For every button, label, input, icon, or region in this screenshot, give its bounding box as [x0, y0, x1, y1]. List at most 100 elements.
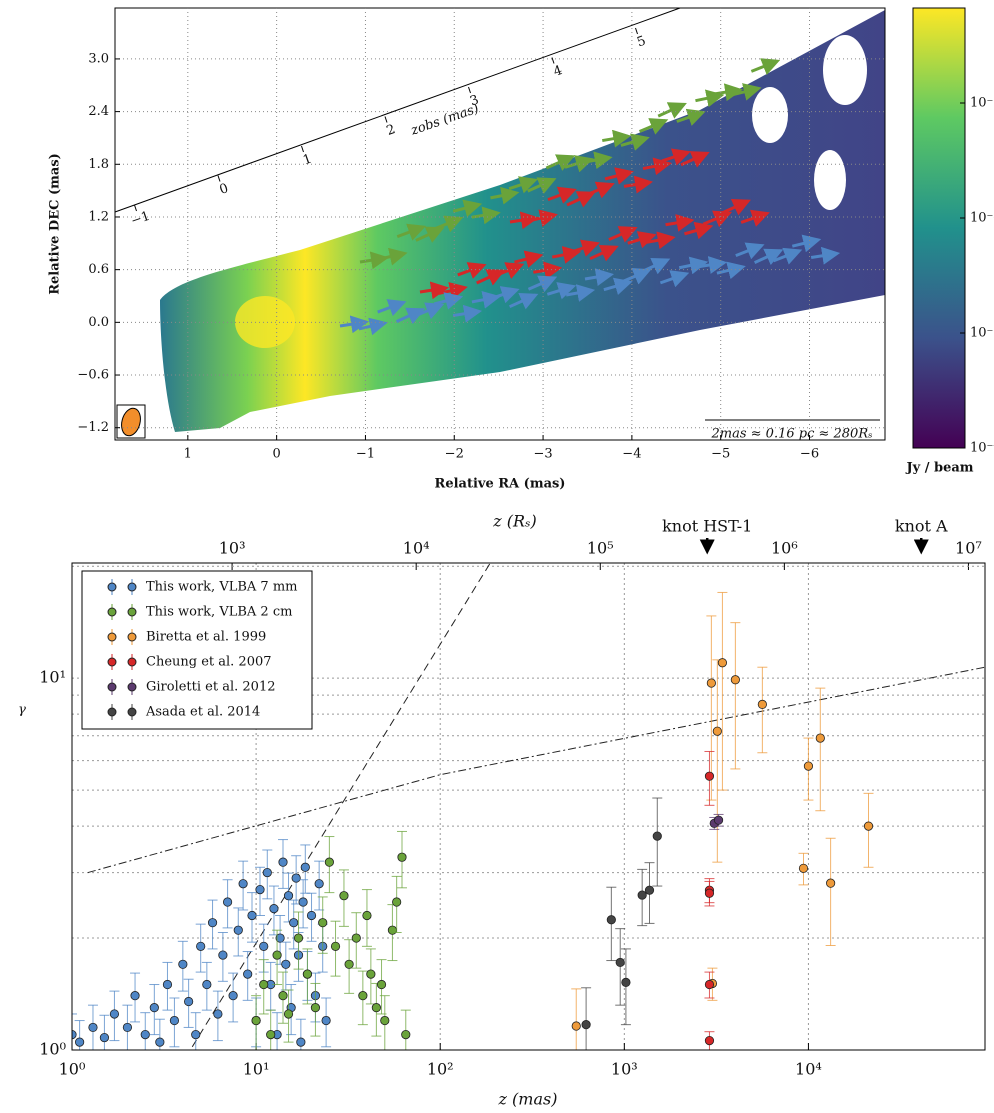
- legend-marker: [128, 608, 136, 616]
- point: [279, 991, 287, 999]
- point: [248, 911, 256, 919]
- point: [714, 816, 722, 824]
- colorbar-tick-label: 10⁻³: [970, 325, 994, 340]
- point: [141, 1030, 149, 1038]
- legend-label: Biretta et al. 1999: [146, 630, 266, 645]
- point: [299, 898, 307, 906]
- point: [352, 934, 360, 942]
- legend-marker: [108, 608, 116, 616]
- zobs-tick-label: 4: [552, 63, 565, 80]
- point: [572, 1022, 580, 1030]
- y-axis-label: γ: [18, 703, 26, 718]
- point: [325, 858, 333, 866]
- point: [252, 1016, 260, 1024]
- point: [303, 970, 311, 978]
- y-tick-label: 1.8: [88, 157, 109, 172]
- y-tick-label: 10⁰: [39, 1040, 66, 1059]
- point: [713, 727, 721, 735]
- point: [273, 951, 281, 959]
- point: [388, 926, 396, 934]
- point: [718, 659, 726, 667]
- point: [582, 1020, 590, 1028]
- point: [731, 676, 739, 684]
- legend-marker: [128, 633, 136, 641]
- velocity-arrow: [751, 61, 777, 71]
- y-tick-label: −1.2: [77, 420, 109, 435]
- blank-region: [823, 35, 867, 105]
- x-tick-label: 10³: [611, 1060, 638, 1079]
- x-tick-label: 10¹: [243, 1060, 270, 1079]
- point: [229, 991, 237, 999]
- legend-marker: [108, 583, 116, 591]
- point: [192, 1030, 200, 1038]
- point: [372, 1003, 380, 1011]
- x-tick-label: −3: [533, 447, 552, 462]
- legend-label: Giroletti et al. 2012: [146, 680, 275, 695]
- legend-marker: [108, 658, 116, 666]
- point: [705, 772, 713, 780]
- legend-marker: [128, 708, 136, 716]
- x-tick-label: −5: [711, 447, 730, 462]
- figure: 2mas ≈ 0.16 pc ≈ 280Rₛ Jy / beam Relativ…: [0, 0, 994, 1113]
- y-axis-label: Relative DEC (mas): [48, 153, 63, 295]
- y-tick-label: 1.2: [88, 209, 109, 224]
- zobs-tick-label: 5: [635, 34, 648, 51]
- point: [607, 916, 615, 924]
- point: [284, 1010, 292, 1018]
- point: [363, 911, 371, 919]
- legend-label: This work, VLBA 7 mm: [146, 580, 297, 595]
- legend-marker: [108, 708, 116, 716]
- point: [219, 951, 227, 959]
- point: [758, 700, 766, 708]
- point: [826, 879, 834, 887]
- blank-region: [814, 150, 846, 210]
- zobs-tick-label: −1: [129, 209, 152, 229]
- point: [234, 926, 242, 934]
- point: [331, 942, 339, 950]
- point: [89, 1023, 97, 1031]
- top-tick-label: 10⁴: [403, 539, 430, 558]
- point: [179, 960, 187, 968]
- point: [645, 886, 653, 894]
- zobs-tick-label: 1: [301, 152, 314, 169]
- colorbar-tick-label: 10⁻¹: [970, 95, 994, 110]
- colorbar: [913, 8, 965, 448]
- top-tick-label: 10³: [219, 539, 246, 558]
- x-tick-label: −2: [445, 447, 464, 462]
- x-tick-label: 10⁰: [59, 1060, 86, 1079]
- legend-label: Asada et al. 2014: [145, 705, 260, 720]
- point: [292, 874, 300, 882]
- x-axis-label: z (mas): [498, 1090, 558, 1109]
- point: [196, 942, 204, 950]
- top-axis-label: z (Rₛ): [492, 512, 536, 531]
- point: [398, 853, 406, 861]
- point: [315, 880, 323, 888]
- point: [622, 978, 630, 986]
- point: [260, 980, 268, 988]
- point: [392, 898, 400, 906]
- annotation: knot A: [895, 517, 948, 536]
- top-tick-label: 10⁵: [587, 539, 614, 558]
- point: [263, 868, 271, 876]
- point: [707, 679, 715, 687]
- point: [319, 918, 327, 926]
- point: [100, 1033, 108, 1041]
- point: [381, 1016, 389, 1024]
- point: [345, 960, 353, 968]
- point: [705, 889, 713, 897]
- blank-region: [752, 87, 788, 143]
- point: [256, 885, 264, 893]
- point: [282, 960, 290, 968]
- point: [208, 918, 216, 926]
- point: [359, 991, 367, 999]
- colorbar-tick-label: 10⁻⁴: [970, 441, 994, 456]
- legend-marker: [128, 658, 136, 666]
- point: [123, 1023, 131, 1031]
- y-tick-label: 0.0: [88, 315, 109, 330]
- scale-bar-label: 2mas ≈ 0.16 pc ≈ 280Rₛ: [711, 427, 873, 442]
- point: [340, 891, 348, 899]
- point: [163, 980, 171, 988]
- x-tick-label: −4: [622, 447, 641, 462]
- x-tick-label: −1: [356, 447, 375, 462]
- point: [184, 997, 192, 1005]
